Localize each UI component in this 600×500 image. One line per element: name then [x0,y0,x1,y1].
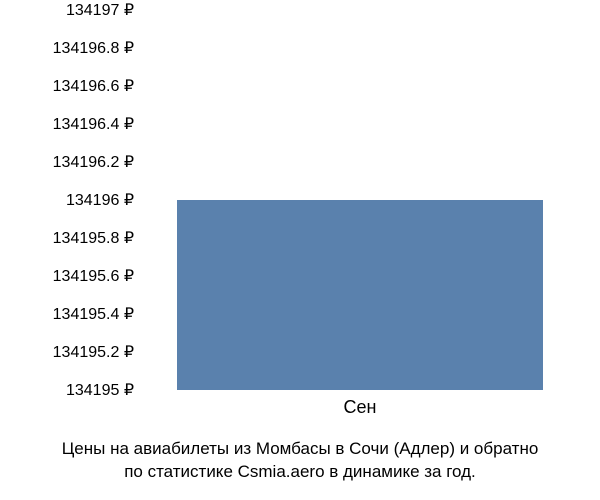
y-tick: 134196.8 ₽ [53,38,134,58]
caption-line-2: по статистике Csmia.aero в динамике за г… [124,462,476,481]
y-tick: 134196.6 ₽ [53,76,134,96]
y-tick: 134196.4 ₽ [53,114,134,134]
bar [177,200,542,390]
y-tick: 134197 ₽ [66,0,134,20]
plot-area: Сен [140,10,580,390]
y-tick: 134196.2 ₽ [53,152,134,172]
y-tick: 134195 ₽ [66,380,134,400]
x-axis-label: Сен [344,397,377,418]
y-tick: 134195.6 ₽ [53,266,134,286]
y-tick: 134196 ₽ [66,190,134,210]
price-chart: 134197 ₽ 134196.8 ₽ 134196.6 ₽ 134196.4 ₽ 13… [0,0,600,500]
y-tick: 134195.8 ₽ [53,228,134,248]
y-tick: 134195.2 ₽ [53,342,134,362]
chart-caption: Цены на авиабилеты из Момбасы в Сочи (Ад… [0,438,600,484]
y-tick: 134195.4 ₽ [53,304,134,324]
y-axis: 134197 ₽134196.8 ₽134196.6 ₽134196.4 ₽13… [0,10,140,390]
caption-line-1: Цены на авиабилеты из Момбасы в Сочи (Ад… [62,439,539,458]
